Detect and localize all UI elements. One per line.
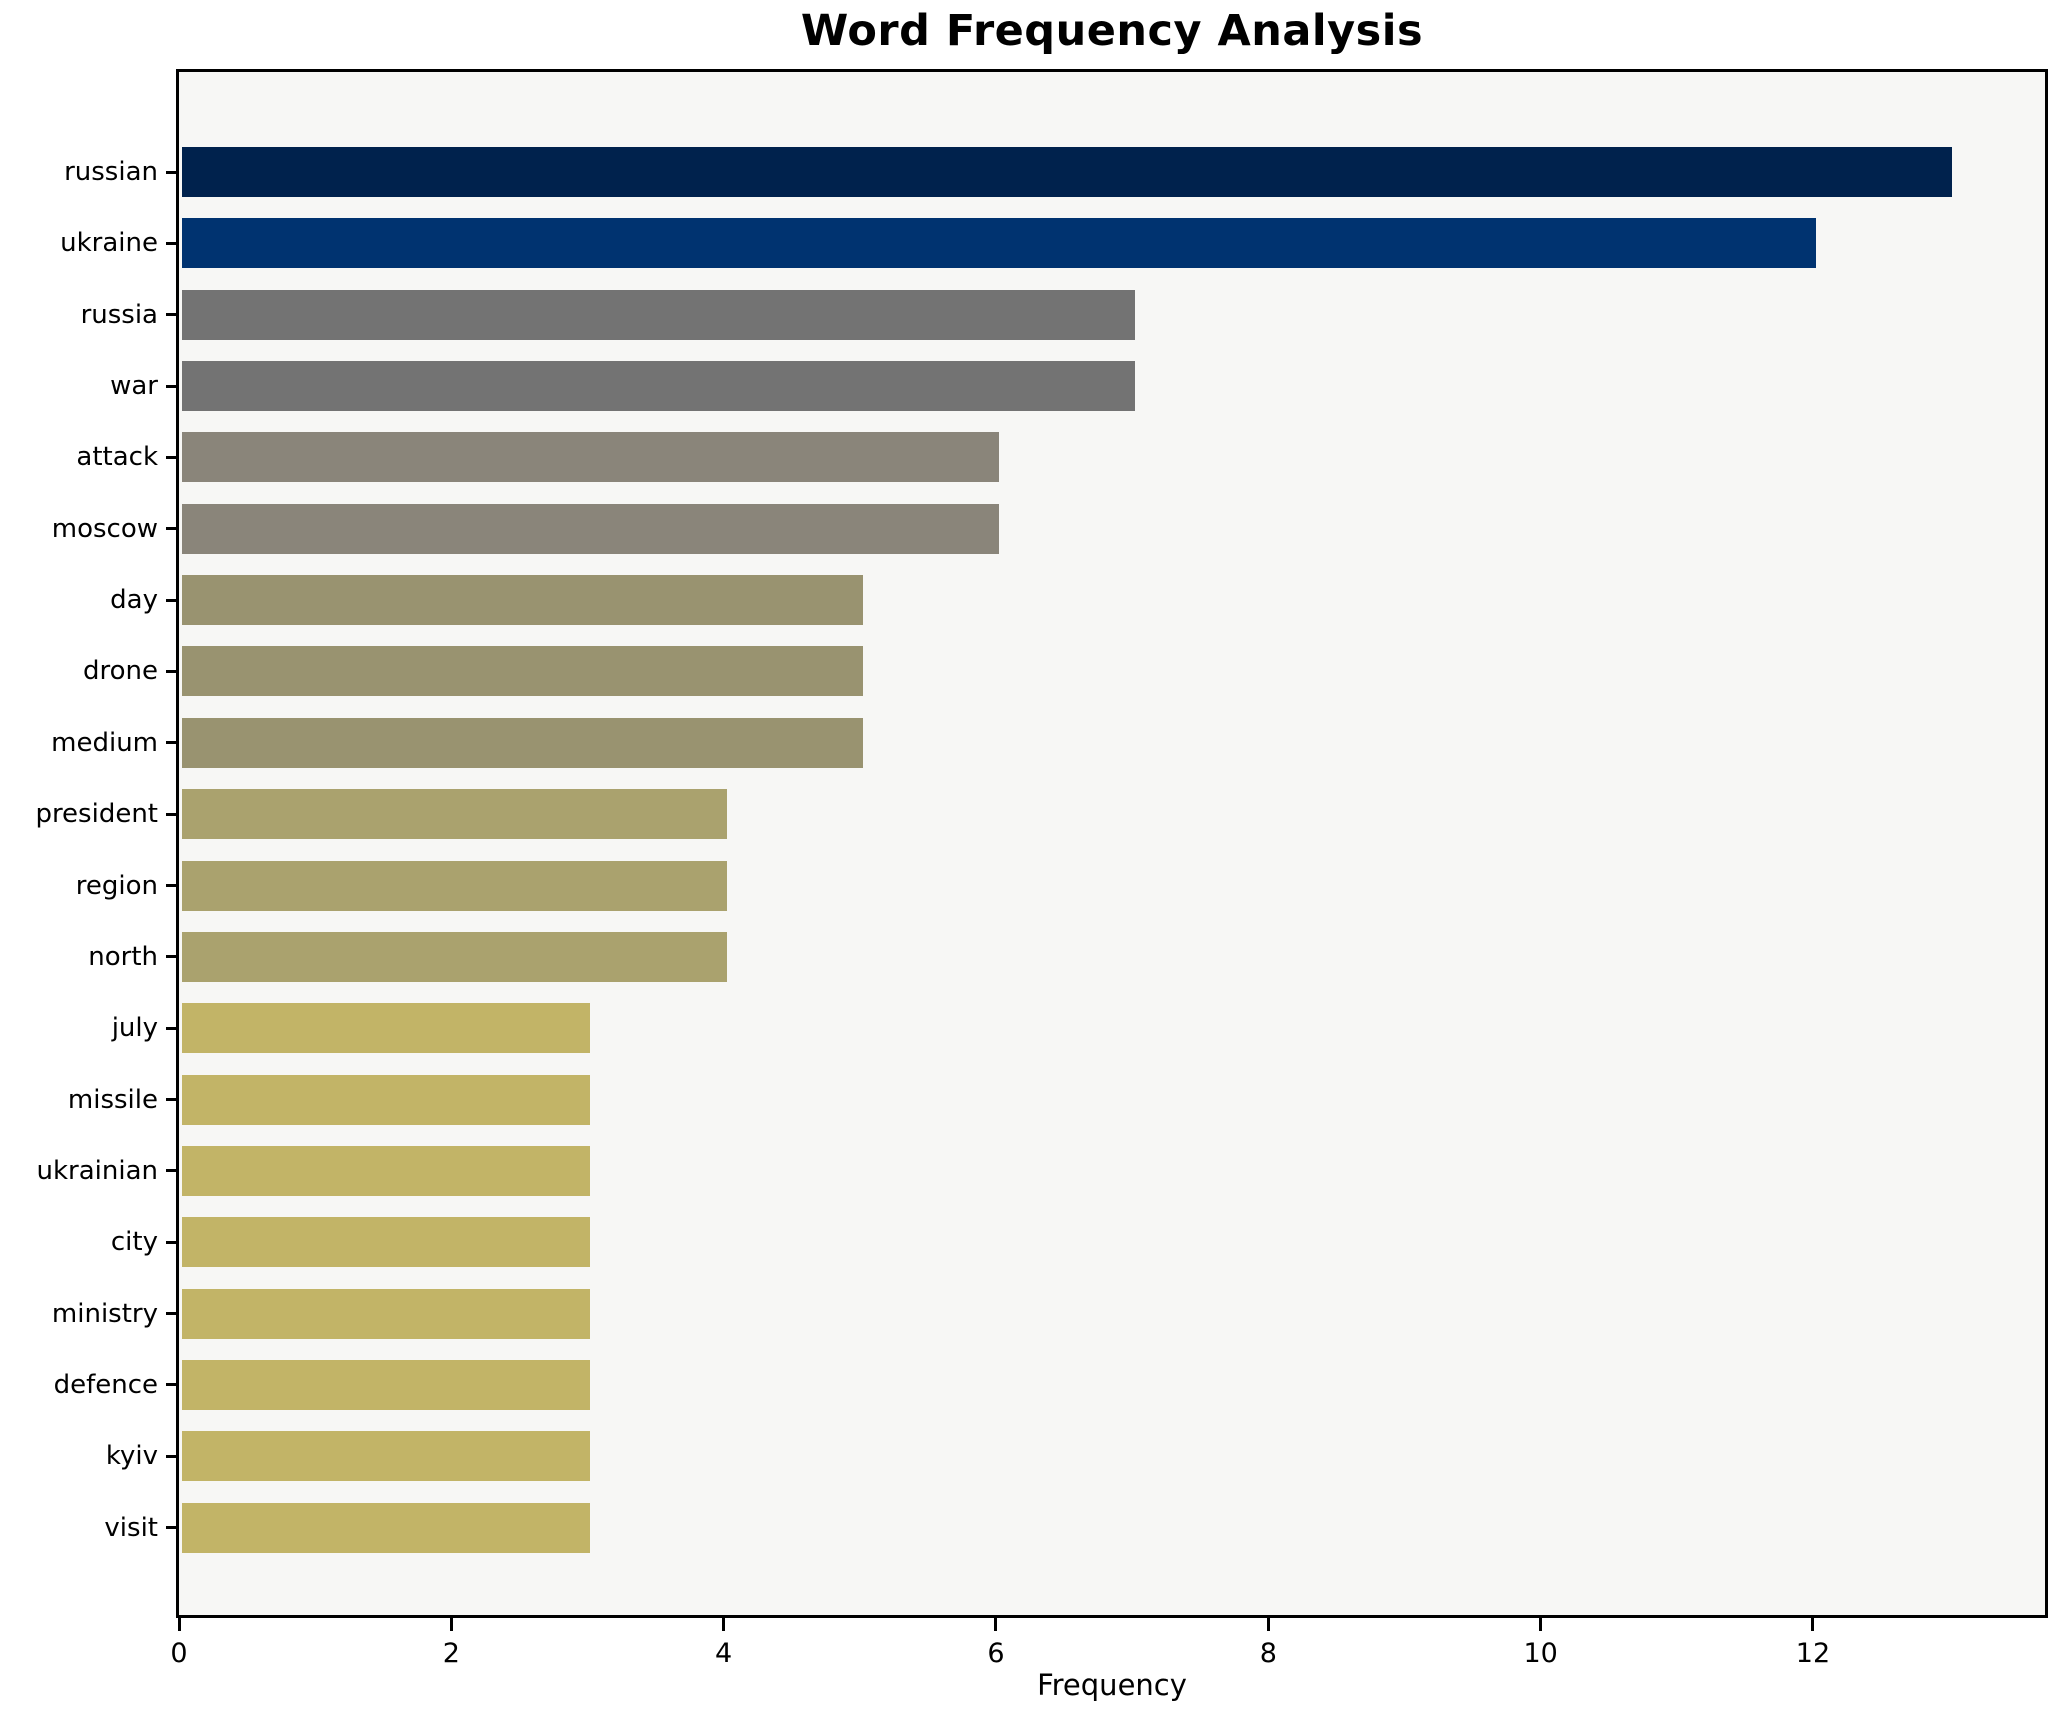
ytick-mark-visit bbox=[166, 1526, 179, 1530]
ytick-label-russian: russian bbox=[64, 157, 158, 187]
ytick-mark-moscow bbox=[166, 527, 179, 531]
ytick-mark-drone bbox=[166, 669, 179, 673]
xtick-label-0: 0 bbox=[170, 1638, 188, 1669]
x-axis-label: Frequency bbox=[1037, 1668, 1187, 1702]
ytick-mark-russian bbox=[166, 170, 179, 174]
ytick-mark-war bbox=[166, 384, 179, 388]
ytick-label-visit: visit bbox=[104, 1512, 158, 1543]
bar-war bbox=[182, 361, 1136, 412]
bar-medium bbox=[182, 717, 863, 768]
ytick-mark-ukrainian bbox=[166, 1169, 179, 1173]
xtick-label-2: 2 bbox=[442, 1638, 460, 1669]
ytick-label-north: north bbox=[88, 941, 158, 972]
xtick-mark-6 bbox=[994, 1618, 998, 1631]
bar-ukrainian bbox=[182, 1145, 591, 1196]
xtick-mark-0 bbox=[177, 1618, 181, 1631]
bar-president bbox=[182, 789, 727, 840]
bar-city bbox=[182, 1217, 591, 1268]
ytick-label-drone: drone bbox=[82, 656, 158, 687]
ytick-label-attack: attack bbox=[76, 442, 158, 473]
ytick-label-moscow: moscow bbox=[51, 513, 158, 544]
ytick-mark-city bbox=[166, 1240, 179, 1244]
bar-day bbox=[182, 575, 863, 626]
xtick-label-12: 12 bbox=[1795, 1638, 1831, 1669]
ytick-label-city: city bbox=[110, 1227, 158, 1258]
ytick-label-ukrainian: ukrainian bbox=[36, 1155, 159, 1186]
ytick-label-kyiv: kyiv bbox=[105, 1441, 158, 1472]
xtick-label-8: 8 bbox=[1259, 1638, 1277, 1669]
bar-drone bbox=[182, 646, 863, 697]
bar-russia bbox=[182, 289, 1136, 340]
xtick-label-6: 6 bbox=[987, 1638, 1005, 1669]
xtick-mark-8 bbox=[1266, 1618, 1270, 1631]
ytick-label-medium: medium bbox=[51, 727, 158, 758]
bar-ministry bbox=[182, 1288, 591, 1339]
bar-missile bbox=[182, 1074, 591, 1125]
bars-layer bbox=[182, 75, 2042, 1612]
chart-title: Word Frequency Analysis bbox=[800, 6, 1424, 56]
ytick-label-ministry: ministry bbox=[51, 1298, 158, 1329]
ytick-mark-medium bbox=[166, 741, 179, 745]
ytick-mark-missile bbox=[166, 1098, 179, 1102]
ytick-mark-july bbox=[166, 1026, 179, 1030]
bar-attack bbox=[182, 432, 999, 483]
ytick-label-president: president bbox=[35, 799, 158, 830]
bar-russian bbox=[182, 147, 1953, 197]
bar-moscow bbox=[182, 503, 999, 554]
bar-kyiv bbox=[182, 1431, 591, 1482]
ytick-label-missile: missile bbox=[67, 1084, 158, 1115]
bar-ukraine bbox=[182, 218, 1816, 269]
plot-area bbox=[176, 69, 2048, 1618]
ytick-label-ukraine: ukraine bbox=[60, 228, 158, 259]
ytick-mark-defence bbox=[166, 1383, 179, 1387]
ytick-label-july: july bbox=[111, 1013, 158, 1044]
ytick-label-russia: russia bbox=[80, 299, 158, 330]
xtick-mark-10 bbox=[1539, 1618, 1543, 1631]
ytick-mark-day bbox=[166, 598, 179, 602]
ytick-mark-president bbox=[166, 812, 179, 816]
ytick-mark-kyiv bbox=[166, 1454, 179, 1458]
bar-region bbox=[182, 860, 727, 911]
bar-visit bbox=[182, 1502, 591, 1553]
ytick-label-war: war bbox=[110, 371, 158, 402]
ytick-mark-region bbox=[166, 884, 179, 887]
xtick-mark-12 bbox=[1811, 1618, 1815, 1631]
bar-july bbox=[182, 1003, 591, 1054]
bar-defence bbox=[182, 1359, 591, 1410]
xtick-label-10: 10 bbox=[1523, 1638, 1558, 1669]
xtick-label-4: 4 bbox=[715, 1638, 733, 1669]
ytick-mark-north bbox=[166, 955, 179, 959]
xtick-mark-2 bbox=[449, 1618, 453, 1631]
ytick-label-defence: defence bbox=[53, 1369, 158, 1400]
ytick-mark-russia bbox=[166, 313, 179, 317]
ytick-label-region: region bbox=[75, 870, 158, 901]
bar-north bbox=[182, 931, 727, 982]
ytick-mark-ukraine bbox=[166, 241, 179, 245]
ytick-label-day: day bbox=[110, 585, 158, 616]
ytick-mark-ministry bbox=[166, 1312, 179, 1316]
xtick-mark-4 bbox=[722, 1618, 726, 1631]
ytick-mark-attack bbox=[166, 455, 179, 459]
